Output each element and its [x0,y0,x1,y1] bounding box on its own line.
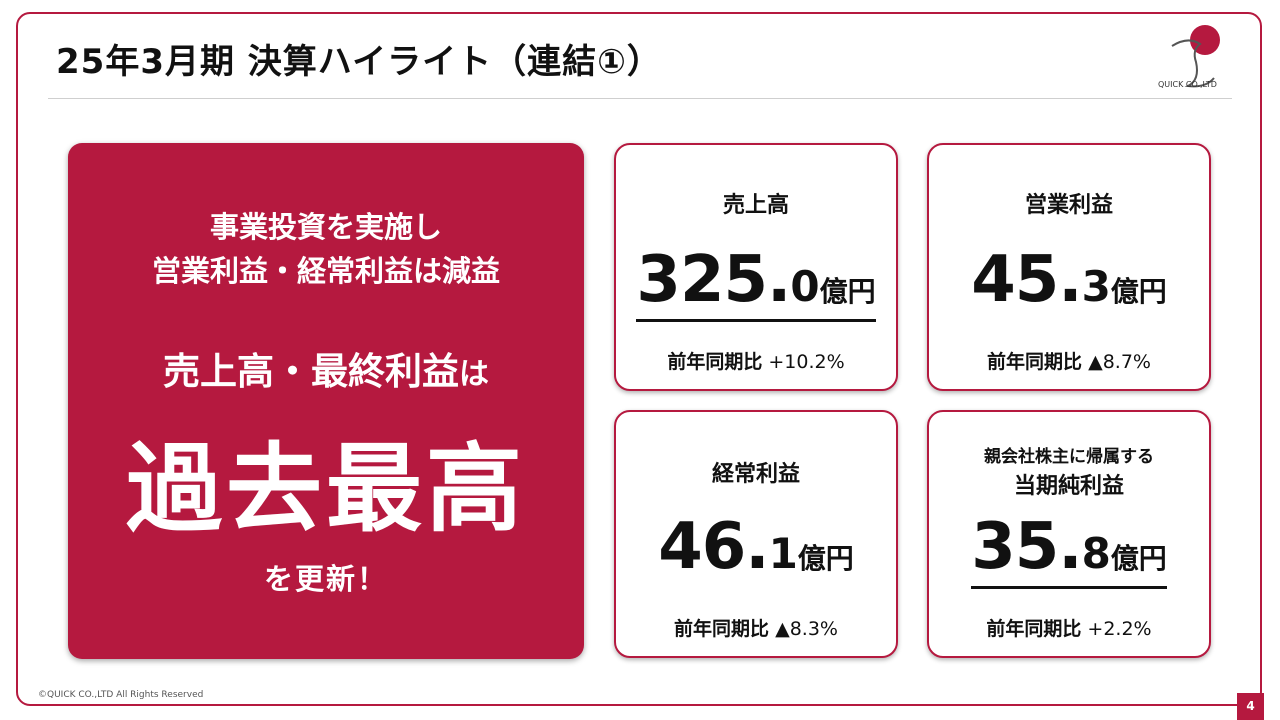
metric-comparison: 前年同期比 +10.2% [616,347,896,374]
metric-comparison: 前年同期比 +2.2% [929,614,1209,641]
highlight-record-headline: 過去最高 [126,433,526,545]
metric-value-unit: 億円 [797,542,854,575]
page-title: 25年3月期 決算ハイライト（連結①） [56,42,662,82]
metric-card-operating-profit: 営業利益 45.3億円 前年同期比 ▲8.7% [927,143,1211,391]
metric-value-box: 46.1億円 [658,510,854,584]
metric-value: 46.1億円 [616,510,896,584]
record-subject-text: 売上高・最終利益 [163,350,459,393]
metric-comparison: 前年同期比 ▲8.3% [616,614,896,641]
copyright-notice: ©QUICK CO.,LTD All Rights Reserved [38,690,204,700]
metric-card-ordinary-profit: 経常利益 46.1億円 前年同期比 ▲8.3% [614,410,898,658]
comparison-label: 前年同期比 [667,351,763,373]
highlight-panel: 事業投資を実施し 営業利益・経常利益は減益 売上高・最終利益は 過去最高 を更新… [68,143,584,659]
metric-value: 325.0億円 [616,243,896,322]
metric-label: 経常利益 [711,462,800,487]
record-subject-suffix: は [459,357,489,392]
metric-value-decimal: 0 [790,262,820,311]
metric-value-decimal: 3 [1081,262,1111,311]
company-logo [1171,25,1220,88]
comparison-value: ▲8.3% [775,618,838,640]
metric-value-unit: 億円 [1110,275,1167,308]
highlight-record-tail: を更新！ [263,562,388,596]
metric-value-box: 45.3億円 [971,243,1167,317]
metric-value-integer: 325. [636,243,791,317]
slide-frame [16,12,1262,706]
metric-value-unit: 億円 [1110,542,1167,575]
highlight-subtext: 事業投資を実施し 営業利益・経常利益は減益 [68,205,584,293]
metric-label-line-2: 当期純利益 [1013,474,1124,499]
comparison-label: 前年同期比 [986,618,1082,640]
metric-label-line-1: 親会社株主に帰属する [984,447,1154,467]
title-divider [48,98,1232,99]
logo-text: QUICK CO.,LTD [1158,80,1217,89]
metric-value-integer: 46. [658,510,769,584]
page-number: 4 [1237,693,1264,720]
metric-value-integer: 45. [971,243,1082,317]
metric-value-underlined: 325.0億円 [636,243,876,322]
comparison-value: +10.2% [768,351,845,373]
metric-comparison: 前年同期比 ▲8.7% [929,347,1209,374]
highlight-line-2: 営業利益・経常利益は減益 [151,254,500,288]
comparison-label: 前年同期比 [987,351,1083,373]
metric-value-unit: 億円 [819,275,876,308]
comparison-label: 前年同期比 [674,618,770,640]
metric-value-decimal: 1 [768,529,798,578]
highlight-line-1: 事業投資を実施し [209,210,442,244]
metric-value-underlined: 35.8億円 [971,510,1167,589]
metric-value: 35.8億円 [929,510,1209,589]
comparison-value: ▲8.7% [1088,351,1151,373]
metric-card-sales: 売上高 325.0億円 前年同期比 +10.2% [614,143,898,391]
metric-value-decimal: 8 [1081,529,1111,578]
comparison-value: +2.2% [1087,618,1152,640]
metric-card-net-income: 親会社株主に帰属する 当期純利益 35.8億円 前年同期比 +2.2% [927,410,1211,658]
metric-label: 売上高 [722,193,789,218]
metric-label: 営業利益 [1024,193,1113,218]
metric-value-integer: 35. [971,510,1082,584]
metric-value: 45.3億円 [929,243,1209,317]
highlight-record-subject: 売上高・最終利益は [68,341,584,395]
